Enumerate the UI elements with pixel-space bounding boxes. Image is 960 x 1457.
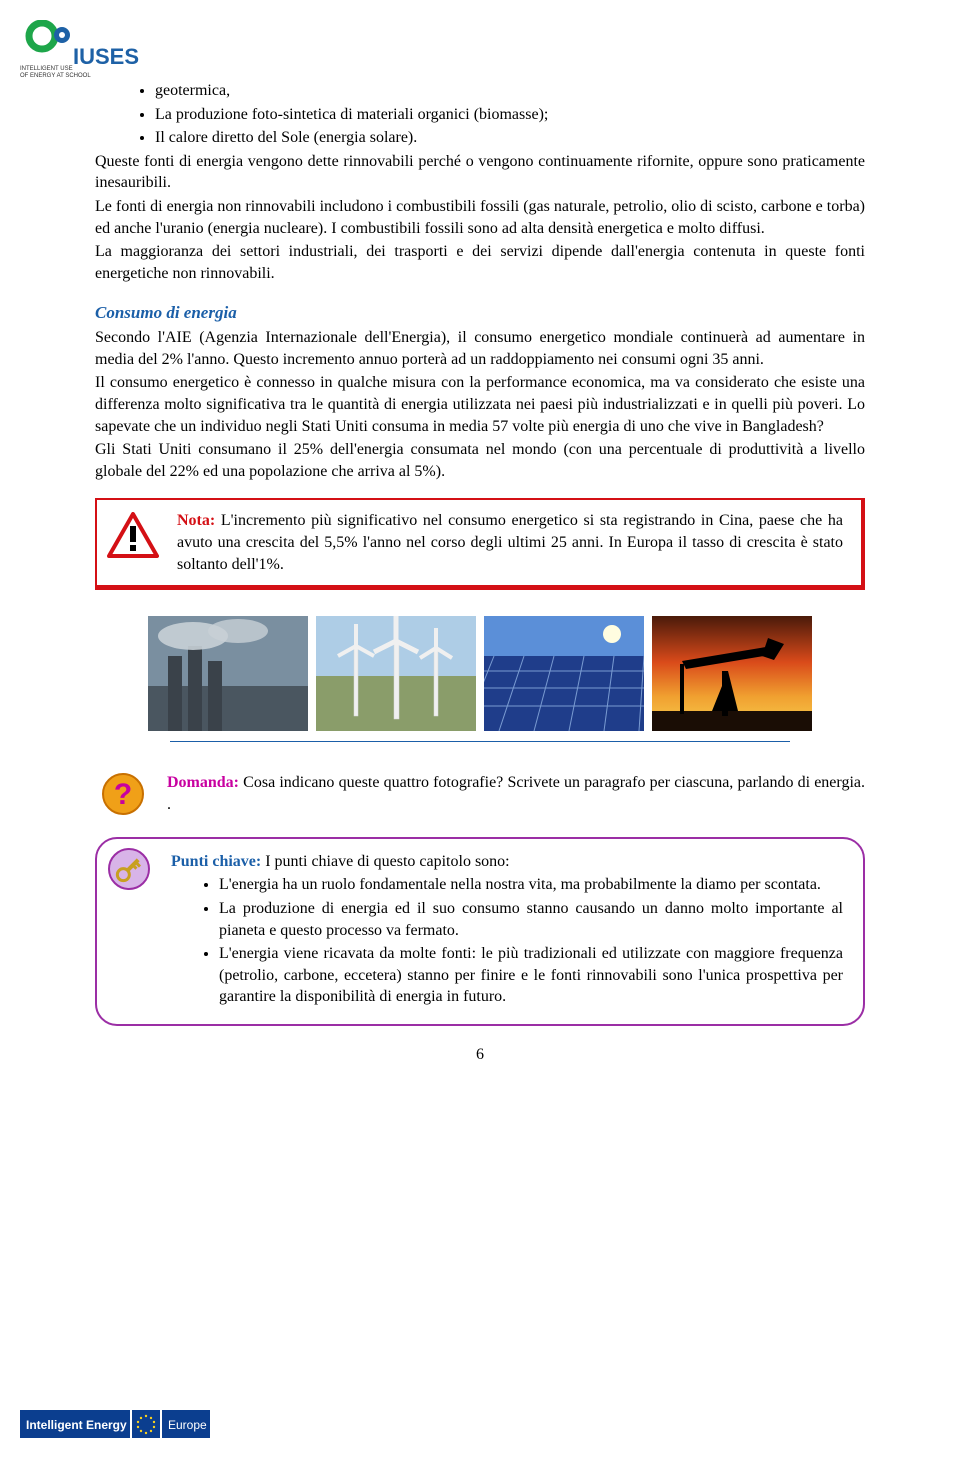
keypoints-box: Punti chiave: I punti chiave di questo c…	[95, 837, 865, 1026]
warning-icon	[107, 512, 159, 567]
question-text: Cosa indicano queste quattro fotografie?…	[167, 774, 865, 813]
body-paragraph: Il consumo energetico è connesso in qual…	[95, 372, 865, 437]
image-industry	[148, 616, 308, 731]
list-item: L'energia viene ricavata da molte fonti:…	[219, 943, 843, 1008]
logo-brand: IUSES	[73, 44, 139, 69]
footer-right: Europe	[168, 1418, 207, 1432]
list-item: geotermica,	[155, 80, 865, 102]
image-wind	[316, 616, 476, 731]
keypoints-label: Punti chiave:	[171, 853, 261, 870]
body-paragraph: Secondo l'AIE (Agenzia Internazionale de…	[95, 327, 865, 370]
body-paragraph: Queste fonti di energia vengono dette ri…	[95, 151, 865, 194]
note-box: Nota: L'incremento più significativo nel…	[95, 498, 865, 590]
logo-line1: INTELLIGENT USE	[20, 66, 73, 72]
body-paragraph: Gli Stati Uniti consumano il 25% dell'en…	[95, 439, 865, 482]
footer-badge: Intelligent Energy Europe	[20, 1410, 210, 1445]
question-icon: ?	[101, 772, 145, 823]
key-icon	[107, 847, 151, 898]
intro-bullet-list: geotermica, La produzione foto-sintetica…	[155, 80, 865, 149]
note-label: Nota:	[177, 512, 215, 529]
list-item: La produzione foto-sintetica di material…	[155, 104, 865, 126]
page-number: 6	[95, 1044, 865, 1066]
list-item: L'energia ha un ruolo fondamentale nella…	[219, 874, 843, 896]
logo: IUSES INTELLIGENT USE OF ENERGY AT SCHOO…	[20, 20, 160, 87]
image-oilpump	[652, 616, 812, 731]
note-text: L'incremento più significativo nel consu…	[177, 512, 843, 572]
image-divider	[170, 741, 790, 742]
page-content: geotermica, La produzione foto-sintetica…	[0, 0, 960, 1126]
keypoints-intro: I punti chiave di questo capitolo sono:	[261, 853, 509, 870]
logo-line2: OF ENERGY AT SCHOOL	[20, 73, 91, 79]
section-heading-consumo: Consumo di energia	[95, 302, 865, 325]
image-row	[95, 616, 865, 731]
image-solar	[484, 616, 644, 731]
list-item: La produzione di energia ed il suo consu…	[219, 898, 843, 941]
question-label: Domanda:	[167, 774, 239, 791]
footer-left: Intelligent Energy	[26, 1418, 127, 1432]
body-paragraph: Le fonti di energia non rinnovabili incl…	[95, 196, 865, 239]
list-item: Il calore diretto del Sole (energia sola…	[155, 127, 865, 149]
body-paragraph: La maggioranza dei settori industriali, …	[95, 241, 865, 284]
svg-text:?: ?	[114, 778, 132, 811]
question-block: ? Domanda: Cosa indicano queste quattro …	[95, 772, 865, 823]
